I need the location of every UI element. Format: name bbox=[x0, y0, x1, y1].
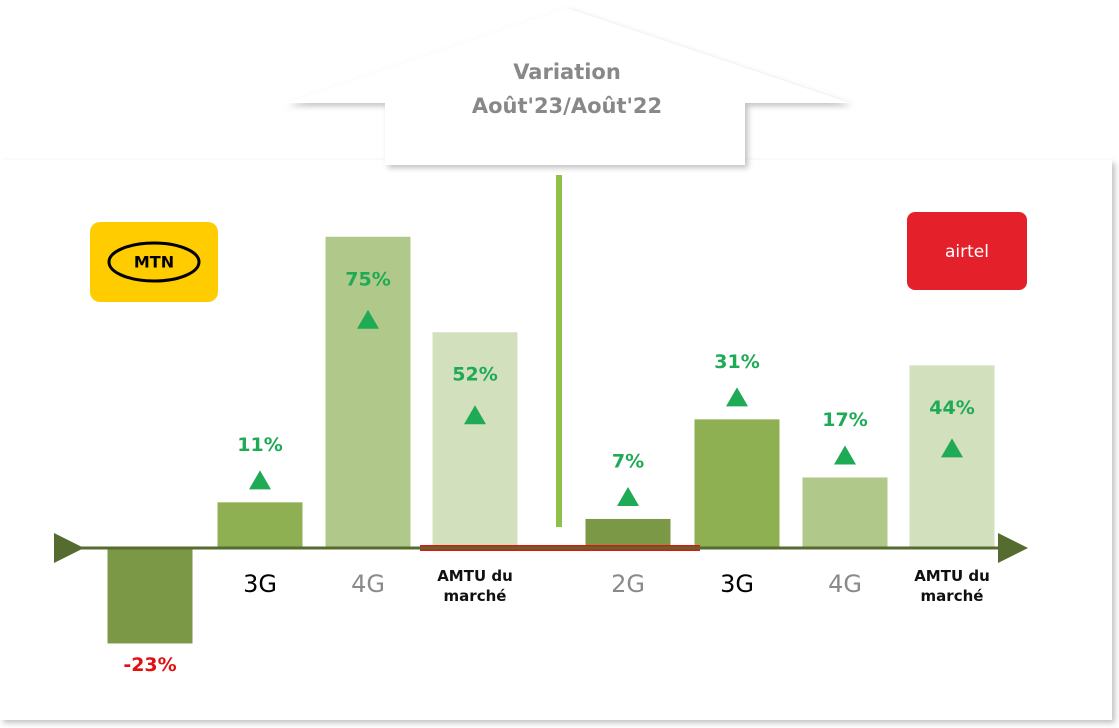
legend-label: MTN bbox=[134, 253, 174, 272]
logo-mtn bbox=[90, 222, 218, 302]
value-label: 44% bbox=[929, 397, 974, 419]
bar bbox=[432, 332, 518, 548]
roof bbox=[285, 8, 850, 165]
category-text: 4G bbox=[351, 570, 385, 598]
category-label: AMTU du marché bbox=[914, 567, 990, 605]
category-label: 4G bbox=[351, 570, 385, 598]
bar bbox=[107, 548, 193, 644]
value-label: 17% bbox=[822, 409, 867, 431]
up-arrow bbox=[249, 470, 271, 490]
category-text: 4G bbox=[828, 570, 862, 598]
category-text: 3G bbox=[720, 570, 754, 598]
value-label: 7% bbox=[612, 450, 644, 472]
category-text: AMTU du marché bbox=[437, 567, 513, 605]
category-label: 3G bbox=[243, 570, 277, 598]
value-label: 31% bbox=[714, 351, 759, 373]
value-label: 75% bbox=[345, 268, 390, 290]
category-label: 2G bbox=[611, 570, 645, 598]
logo-ring bbox=[107, 241, 201, 283]
category-label: 3G bbox=[720, 570, 754, 598]
up-arrow bbox=[357, 309, 379, 329]
category-text: 2G bbox=[611, 570, 645, 598]
category-text: 3G bbox=[243, 570, 277, 598]
value-label: 11% bbox=[237, 434, 282, 456]
bar bbox=[802, 477, 888, 548]
bar bbox=[694, 419, 780, 548]
bar bbox=[325, 236, 411, 548]
up-arrow bbox=[726, 387, 748, 407]
value-label: -23% bbox=[123, 654, 176, 676]
chart-title: Variation Août'23/Août'22 bbox=[472, 60, 662, 118]
category-label: 4G bbox=[828, 570, 862, 598]
bar bbox=[585, 518, 671, 548]
up-arrow bbox=[617, 486, 639, 506]
bars bbox=[107, 236, 995, 644]
category-label: AMTU du marché bbox=[437, 567, 513, 605]
up-arrow bbox=[834, 445, 856, 465]
up-arrow bbox=[941, 438, 963, 458]
logo-airtel bbox=[907, 212, 1027, 290]
value-label: 52% bbox=[452, 364, 497, 386]
labels: -23% 2G 11% 3G 75% 4G 52% AMTU du marché 7% 2G 31%… bbox=[98, 268, 990, 676]
up-arrow bbox=[464, 405, 486, 425]
category-label: 2G bbox=[98, 566, 203, 626]
category-text: AMTU du marché bbox=[914, 567, 990, 605]
legend-label: airtel bbox=[945, 242, 989, 262]
bar bbox=[217, 502, 303, 548]
